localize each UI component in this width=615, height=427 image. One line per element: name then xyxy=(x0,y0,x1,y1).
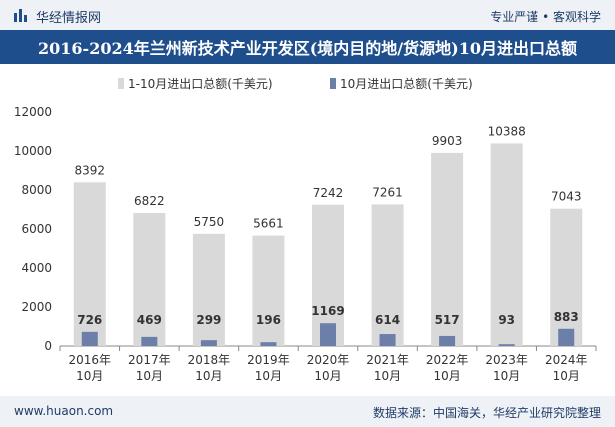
bar-series-2 xyxy=(320,323,336,346)
top-bar: 华经情报网 专业严谨 • 客观科学 xyxy=(0,0,615,30)
bar-series-2 xyxy=(141,336,158,346)
brand-name: 华经情报网 xyxy=(36,11,102,26)
bar-series-2 xyxy=(558,328,575,346)
chart-title: 2016-2024年兰州新技术产业开发区(境内目的地/货源地)10月进出口总额 xyxy=(38,39,577,58)
data-label-series-1: 7261 xyxy=(372,185,403,199)
x-tick-label: 2022年 10月 xyxy=(426,353,469,383)
bar-series-2 xyxy=(498,344,515,346)
bar-series-2 xyxy=(81,331,98,346)
bar-series-2 xyxy=(200,340,217,346)
data-label-series-1: 7242 xyxy=(313,186,344,200)
data-label-series-1: 10388 xyxy=(488,124,526,138)
data-label-series-2: 614 xyxy=(375,313,400,327)
bar-chart: 1-10月进出口总额(千美元) 10月进出口总额(千美元) 0 2000 4000 600… xyxy=(14,77,597,383)
bar-series-1 xyxy=(431,152,464,346)
data-label-series-2: 726 xyxy=(77,313,102,327)
x-tick-label: 2021年 10月 xyxy=(366,353,409,383)
y-tick-label: 8000 xyxy=(21,183,52,197)
data-label-series-2: 517 xyxy=(435,313,460,327)
data-label-series-1: 5661 xyxy=(253,217,284,231)
data-label-series-1: 8392 xyxy=(75,163,106,177)
x-tick-label: 2018年 10月 xyxy=(188,353,231,383)
x-tick-label: 2019年 10月 xyxy=(247,353,290,383)
y-tick-label: 4000 xyxy=(21,261,52,275)
bar-series-1 xyxy=(490,143,523,346)
bar-series-1 xyxy=(550,208,583,346)
tagline: 专业严谨 • 客观科学 xyxy=(490,10,601,24)
legend-swatch-series-1 xyxy=(118,78,124,89)
x-tick-label: 2017年 10月 xyxy=(128,353,171,383)
data-label-series-1: 9903 xyxy=(432,134,463,148)
data-source: 数据来源：中国海关，华经产业研究院整理 xyxy=(372,406,601,420)
brand-logo-icon xyxy=(14,9,27,22)
bar-series-1 xyxy=(133,212,166,346)
bar-series-1 xyxy=(192,233,225,346)
y-tick-label: 0 xyxy=(44,339,52,353)
bar-series-1 xyxy=(312,204,344,346)
bar-series-1 xyxy=(252,235,285,346)
bar-series-1 xyxy=(73,182,106,346)
data-label-series-2: 93 xyxy=(498,313,515,327)
x-tick-label: 2023年 10月 xyxy=(485,353,528,383)
data-label-series-1: 7043 xyxy=(551,190,582,204)
y-tick-label: 2000 xyxy=(21,300,52,314)
bar-series-1 xyxy=(371,204,404,346)
bar-series-2 xyxy=(260,342,277,346)
bar-series-2 xyxy=(379,334,396,346)
legend-label-series-2: 10月进出口总额(千美元) xyxy=(340,77,473,91)
y-tick-label: 10000 xyxy=(14,144,52,158)
data-label-series-2: 469 xyxy=(137,313,162,327)
data-label-series-2: 883 xyxy=(554,310,579,324)
x-tick-label: 2024年 10月 xyxy=(545,353,588,383)
footer-bar: www.huaon.com 数据来源：中国海关，华经产业研究院整理 xyxy=(0,396,615,427)
title-bar: 2016-2024年兰州新技术产业开发区(境内目的地/货源地)10月进出口总额 xyxy=(0,30,615,64)
legend-swatch-series-2 xyxy=(330,78,336,89)
data-label-series-2: 196 xyxy=(256,313,281,327)
data-label-series-2: 299 xyxy=(196,313,221,327)
y-tick-label: 12000 xyxy=(14,105,52,119)
x-tick-label: 2020年 10月 xyxy=(307,353,350,383)
data-label-series-1: 5750 xyxy=(194,215,225,229)
data-label-series-1: 6822 xyxy=(134,194,165,208)
y-tick-label: 6000 xyxy=(21,222,52,236)
legend-label-series-1: 1-10月进出口总额(千美元) xyxy=(128,77,273,91)
data-label-series-2: 1169 xyxy=(311,304,344,318)
x-tick-label: 2016年 10月 xyxy=(69,353,112,383)
bar-series-2 xyxy=(439,335,456,346)
footer-url: www.huaon.com xyxy=(14,404,114,418)
